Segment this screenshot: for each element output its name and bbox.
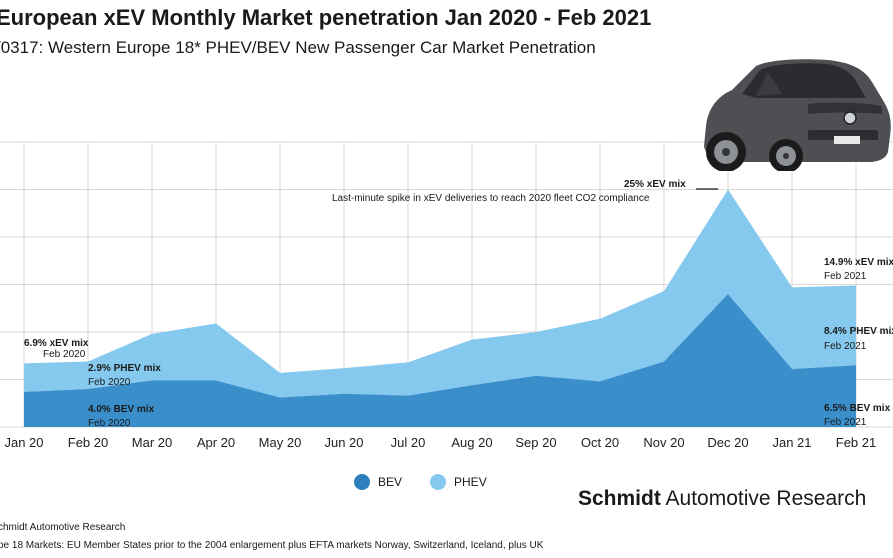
annotation-feb-xev-date: Feb 2021 — [824, 271, 867, 282]
annotation-jan-bev-date: Feb 2020 — [88, 418, 131, 429]
annotation-jan-bev: 4.0% BEV mix — [88, 404, 155, 415]
brand-logo: Schmidt Automotive Research — [578, 487, 866, 511]
annotation-jan-xev-date: Feb 2020 — [43, 349, 86, 360]
legend-item-bev: BEV — [354, 474, 402, 490]
annotation-jan-phev: 2.9% PHEV mix — [88, 363, 161, 374]
legend-item-phev: PHEV — [430, 474, 487, 490]
x-tick-label: Jun 20 — [324, 435, 363, 450]
area-phev — [24, 189, 856, 398]
brand-name-bold: Schmidt — [578, 487, 661, 510]
chart-subtitle: /0317: Western Europe 18* PHEV/BEV New P… — [0, 38, 596, 57]
annotation-feb-bev: 6.5% BEV mix — [824, 403, 891, 414]
x-tick-label: Dec 20 — [707, 435, 748, 450]
x-tick-label: Jan 20 — [4, 435, 43, 450]
annotation-jan-phev-date: Feb 2020 — [88, 377, 131, 388]
x-tick-label: May 20 — [259, 435, 302, 450]
annotation-feb-phev: 8.4% PHEV mix — [824, 326, 893, 337]
x-tick-label: Feb 20 — [68, 435, 108, 450]
x-tick-label: Jul 20 — [391, 435, 426, 450]
x-tick-label: Oct 20 — [581, 435, 619, 450]
chart-title: European xEV Monthly Market penetration … — [0, 5, 652, 30]
annotation-feb-xev: 14.9% xEV mix — [824, 257, 893, 268]
legend-label-bev: BEV — [378, 475, 403, 489]
annotation-feb-phev-date: Feb 2021 — [824, 341, 867, 352]
chart-legend: BEV PHEV — [354, 474, 515, 490]
legend-swatch-phev — [430, 474, 447, 490]
legend-swatch-bev — [354, 474, 370, 490]
legend-label-phev: PHEV — [454, 475, 487, 489]
annotation-feb-bev-date: Feb 2021 — [824, 417, 867, 428]
annotation-dec-peak: 25% xEV mix — [624, 179, 686, 190]
x-tick-label: Aug 20 — [451, 435, 492, 450]
brand-name-rest: Automotive Research — [665, 487, 867, 510]
x-tick-label: Jan 21 — [772, 435, 811, 450]
annotation-jan-xev: 6.9% xEV mix — [24, 338, 89, 349]
annotation-dec-note: Last-minute spike in xEV deliveries to r… — [332, 193, 650, 204]
x-tick-label: Feb 21 — [836, 435, 876, 450]
x-tick-label: Nov 20 — [643, 435, 684, 450]
area-bev — [24, 294, 856, 427]
footer-source: chmidt Automotive Research — [0, 522, 126, 533]
chart-area: Jan 20 Feb 20 Mar 20 Apr 20 May 20 Jun 20 Jul … — [0, 141, 893, 450]
x-tick-label: Apr 20 — [197, 435, 235, 450]
footer-note: pe 18 Markets: EU Member States prior to… — [0, 540, 544, 551]
x-tick-label: Mar 20 — [132, 435, 172, 450]
car-icon — [704, 59, 891, 171]
x-tick-label: Sep 20 — [515, 435, 556, 450]
